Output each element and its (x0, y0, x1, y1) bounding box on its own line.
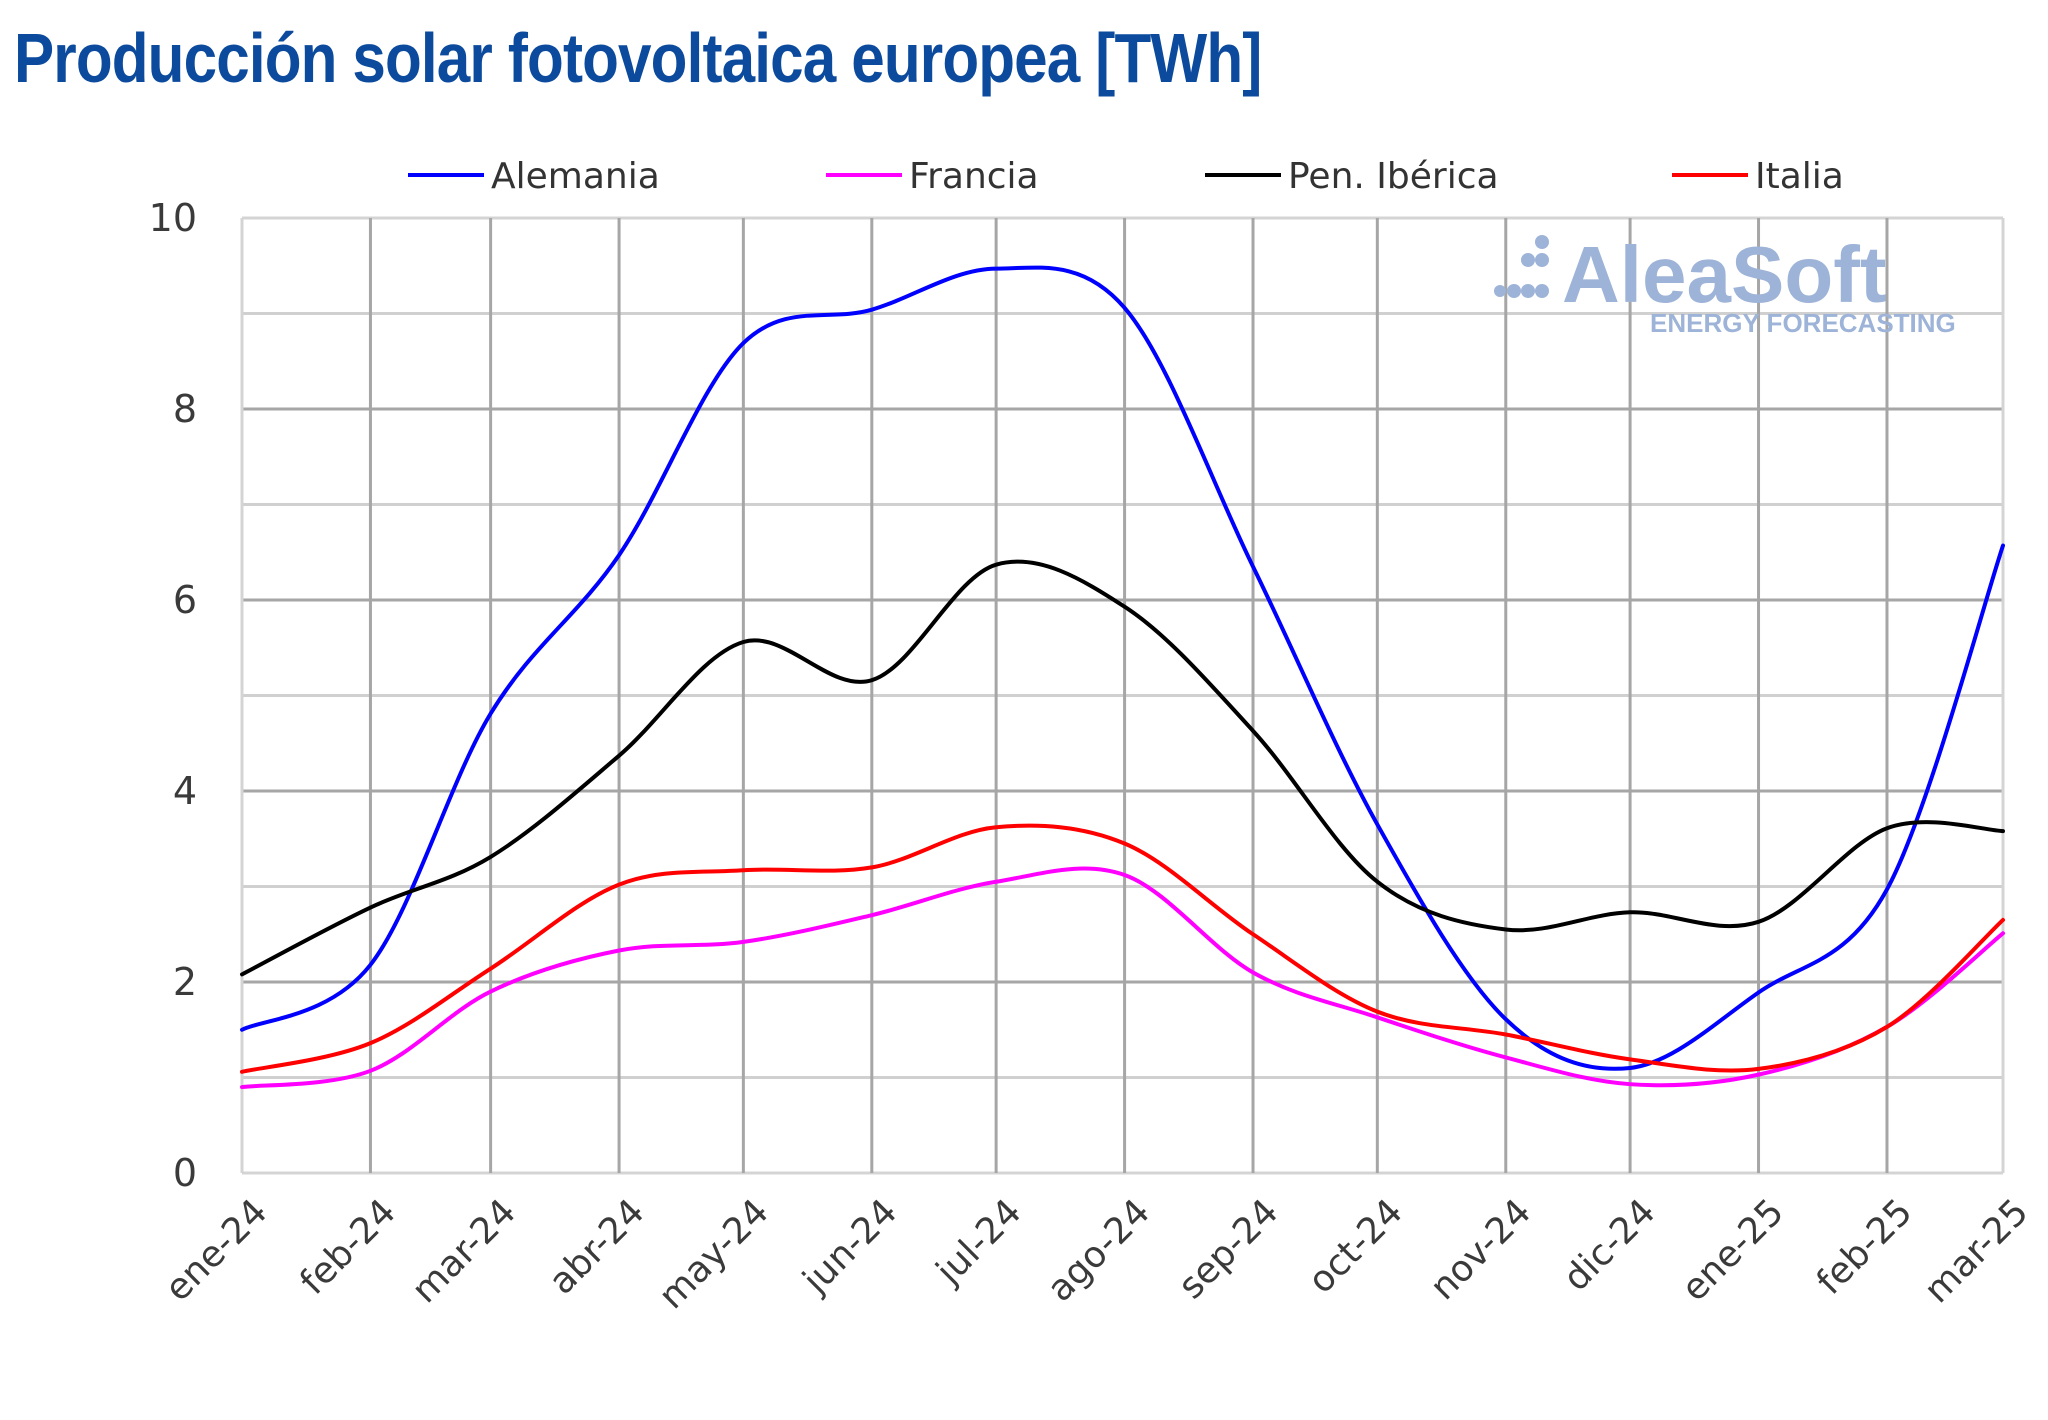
x-tick-label: jul-24 (928, 1191, 1030, 1293)
legend-item: Francia (826, 156, 1039, 197)
watermark-brand: AleaSoft (1562, 230, 1887, 319)
y-tick-label: 10 (149, 196, 197, 240)
y-tick-label: 2 (173, 960, 197, 1004)
logo-dot (1507, 284, 1521, 298)
x-tick-label: dic-24 (1556, 1191, 1664, 1299)
grid (240, 216, 2005, 1175)
x-tick-label: feb-25 (1809, 1191, 1920, 1302)
x-tick-label: ene-25 (1674, 1191, 1792, 1309)
logo-dot (1535, 235, 1549, 249)
x-tick-label: may-24 (651, 1191, 777, 1317)
x-tick-label: oct-24 (1301, 1191, 1411, 1301)
legend-item: Alemania (408, 156, 660, 197)
watermark-tagline: ENERGY FORECASTING (1650, 308, 1956, 338)
logo-dot (1521, 253, 1535, 267)
legend-label: Italia (1755, 156, 1844, 197)
series-line-alemania (240, 265, 2005, 1071)
legend-label: Francia (909, 156, 1039, 197)
x-tick-label: ene-24 (157, 1191, 275, 1309)
logo-dot (1494, 285, 1506, 297)
chart-title: Producción solar fotovoltaica europea [T… (14, 19, 1262, 97)
series-line-italia (240, 823, 2005, 1074)
y-tick-label: 0 (173, 1151, 197, 1195)
aleasoft-logo-dots-icon (1494, 235, 1549, 298)
x-tick-label: abr-24 (541, 1191, 652, 1302)
watermark: AleaSoft ENERGY FORECASTING (1494, 230, 1956, 338)
y-tick-label: 6 (173, 578, 197, 622)
y-tick-label: 8 (173, 387, 197, 431)
x-tick-label: sep-24 (1171, 1191, 1287, 1307)
legend-item: Pen. Ibérica (1205, 156, 1499, 197)
y-tick-label: 4 (173, 769, 197, 813)
legend-item: Italia (1672, 156, 1844, 197)
legend: Alemania Francia Pen. Ibérica Italia (408, 156, 1844, 197)
series-line-pen-ib-rica (240, 559, 2005, 977)
legend-label: Pen. Ibérica (1288, 156, 1499, 197)
x-tick-label: jun-24 (795, 1191, 906, 1302)
logo-dot (1535, 253, 1549, 267)
series-line-francia (240, 866, 2005, 1090)
x-tick-label: nov-24 (1423, 1191, 1540, 1308)
logo-dot (1535, 284, 1549, 298)
x-tick-label: mar-24 (404, 1191, 524, 1311)
legend-label: Alemania (491, 156, 660, 197)
x-tick-label: feb-24 (293, 1191, 404, 1302)
y-axis-ticks: 0 2 4 6 8 10 (149, 196, 197, 1195)
series-lines (240, 265, 2005, 1090)
logo-dot (1521, 284, 1535, 298)
x-tick-label: mar-25 (1917, 1191, 2037, 1311)
x-tick-label: ago-24 (1040, 1191, 1158, 1309)
